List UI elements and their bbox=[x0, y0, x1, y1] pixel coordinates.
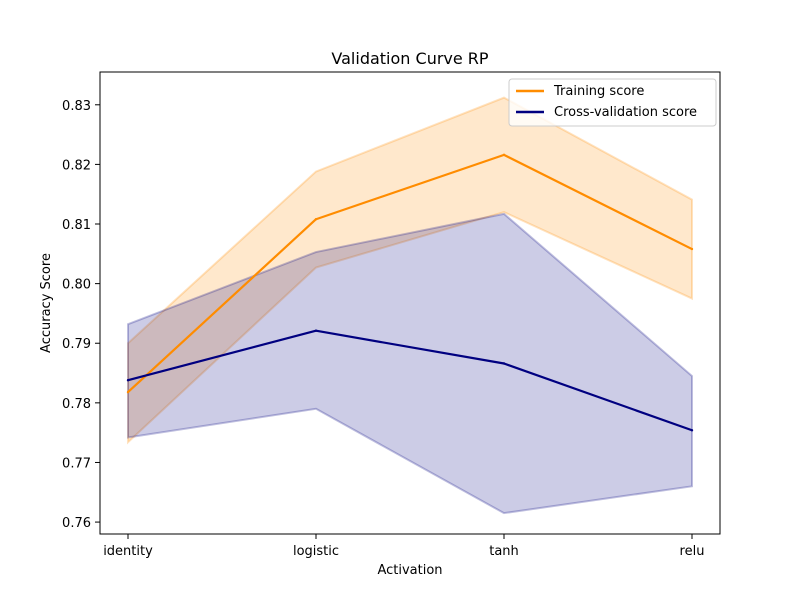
legend-label-training: Training score bbox=[553, 84, 644, 99]
x-axis-ticks: identity logistic tanh relu bbox=[103, 534, 704, 559]
point-cross-validation-logistic bbox=[314, 329, 318, 332]
chart-title: Validation Curve RP bbox=[331, 49, 489, 68]
legend-box bbox=[508, 78, 717, 127]
point-training-relu bbox=[690, 247, 694, 251]
point-training-tanh bbox=[502, 153, 506, 157]
plot-frame bbox=[99, 71, 721, 535]
x-axis-label: Activation bbox=[377, 563, 442, 578]
x-tick-label-tanh: tanh bbox=[489, 544, 519, 559]
x-tick-label-logistic: logistic bbox=[293, 544, 339, 559]
y-tick-label-0.80: 0.80 bbox=[62, 278, 91, 293]
y-tick-label-0.77: 0.77 bbox=[62, 456, 91, 471]
y-tick-label-0.78: 0.78 bbox=[62, 397, 91, 412]
series-lines bbox=[126, 153, 694, 432]
x-tick-label-identity: identity bbox=[103, 544, 153, 559]
point-cross-validation-tanh bbox=[502, 362, 506, 365]
x-tick-label-relu: relu bbox=[680, 544, 705, 559]
point-training-logistic bbox=[314, 218, 318, 221]
point-cross-validation-identity bbox=[126, 378, 130, 382]
y-axis-label: Accuracy Score bbox=[39, 253, 54, 353]
line-cross-validation bbox=[127, 329, 693, 432]
line-training bbox=[127, 153, 693, 393]
band-cross-validation bbox=[127, 212, 693, 515]
point-training-identity bbox=[126, 390, 130, 394]
y-tick-label-0.76: 0.76 bbox=[62, 516, 91, 531]
axes bbox=[99, 71, 721, 535]
y-tick-label-0.82: 0.82 bbox=[62, 158, 91, 173]
legend-label-cross-validation: Cross-validation score bbox=[554, 105, 697, 120]
y-tick-label-0.83: 0.83 bbox=[62, 99, 91, 114]
y-tick-label-0.79: 0.79 bbox=[62, 337, 91, 352]
legend: Training score Cross-validation score bbox=[508, 78, 717, 127]
point-cross-validation-relu bbox=[690, 429, 694, 432]
confidence-bands bbox=[127, 96, 693, 515]
y-axis-ticks: 0.76 0.77 0.78 0.79 0.80 0.81 0.82 0.83 bbox=[62, 99, 100, 531]
y-tick-label-0.81: 0.81 bbox=[62, 218, 91, 233]
band-training bbox=[127, 96, 693, 445]
